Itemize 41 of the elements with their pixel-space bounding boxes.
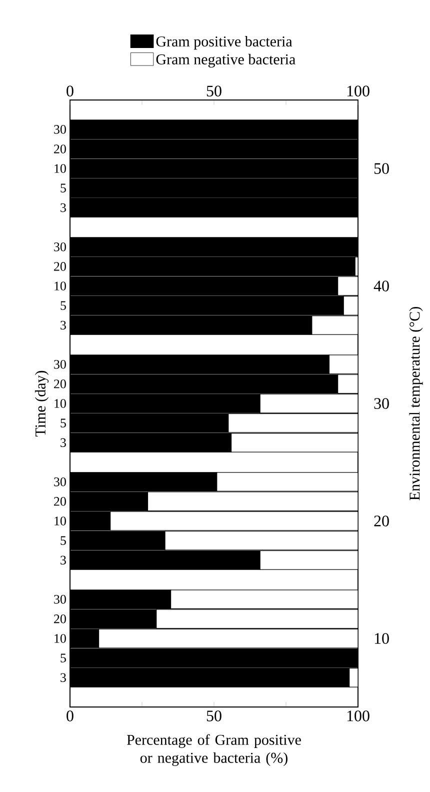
y-tick-label: 10 — [54, 516, 66, 526]
y-tick-label: 30 — [54, 360, 66, 369]
y-tick-label: 30 — [54, 594, 66, 604]
y-tick-label: 5 — [60, 301, 66, 310]
y-tick-label: 3 — [60, 320, 66, 330]
text: 30 — [374, 398, 389, 409]
y-tick-label: 10 — [54, 282, 66, 290]
y-tick-label: 20 — [54, 614, 66, 624]
y-tick-label: 30 — [54, 242, 66, 252]
y-tick-label: 3 — [60, 438, 66, 448]
y-tick-label: 10 — [54, 164, 66, 173]
y-tick-label: 5 — [60, 184, 66, 192]
y-tick-label: 10 — [54, 399, 66, 408]
x2-tick-label: 0 — [66, 710, 74, 722]
x-tick-label: 100 — [347, 86, 370, 96]
x-axis-title: Percentage of Gram positive or negative bacteria (%) — [126, 734, 301, 766]
text: 10 — [374, 633, 389, 644]
y-tick-label: 30 — [54, 125, 66, 134]
x2-tick-label: 50 — [206, 710, 222, 722]
y-tick-label: 3 — [60, 673, 66, 682]
text: 40 — [374, 280, 389, 292]
legend-label: Gram negative bacteria — [156, 54, 296, 68]
y2-axis-title: Environmental temperature (°C) — [409, 307, 423, 500]
y-tick-label: 3 — [60, 203, 66, 212]
y-tick-label: 20 — [54, 380, 66, 388]
y-tick-label: 5 — [60, 536, 66, 545]
y-tick-label: 20 — [54, 144, 66, 154]
legend-label: Gram positive bacteria — [156, 36, 292, 50]
y-tick-label: 5 — [60, 654, 66, 662]
text: 50 — [374, 163, 389, 174]
y-tick-label: 20 — [54, 497, 66, 506]
y-tick-label: 3 — [60, 556, 66, 565]
y-tick-label: 10 — [54, 634, 66, 643]
x2-tick-label: 100 — [347, 710, 370, 722]
y-tick-label: 5 — [60, 418, 66, 428]
x-tick-label: 0 — [66, 86, 74, 96]
y-tick-label: 20 — [54, 262, 66, 271]
y-tick-label: 30 — [54, 477, 66, 486]
x-tick-label: 50 — [206, 86, 222, 96]
y-axis-title: Time (day) — [34, 370, 49, 436]
text: 20 — [374, 516, 389, 526]
